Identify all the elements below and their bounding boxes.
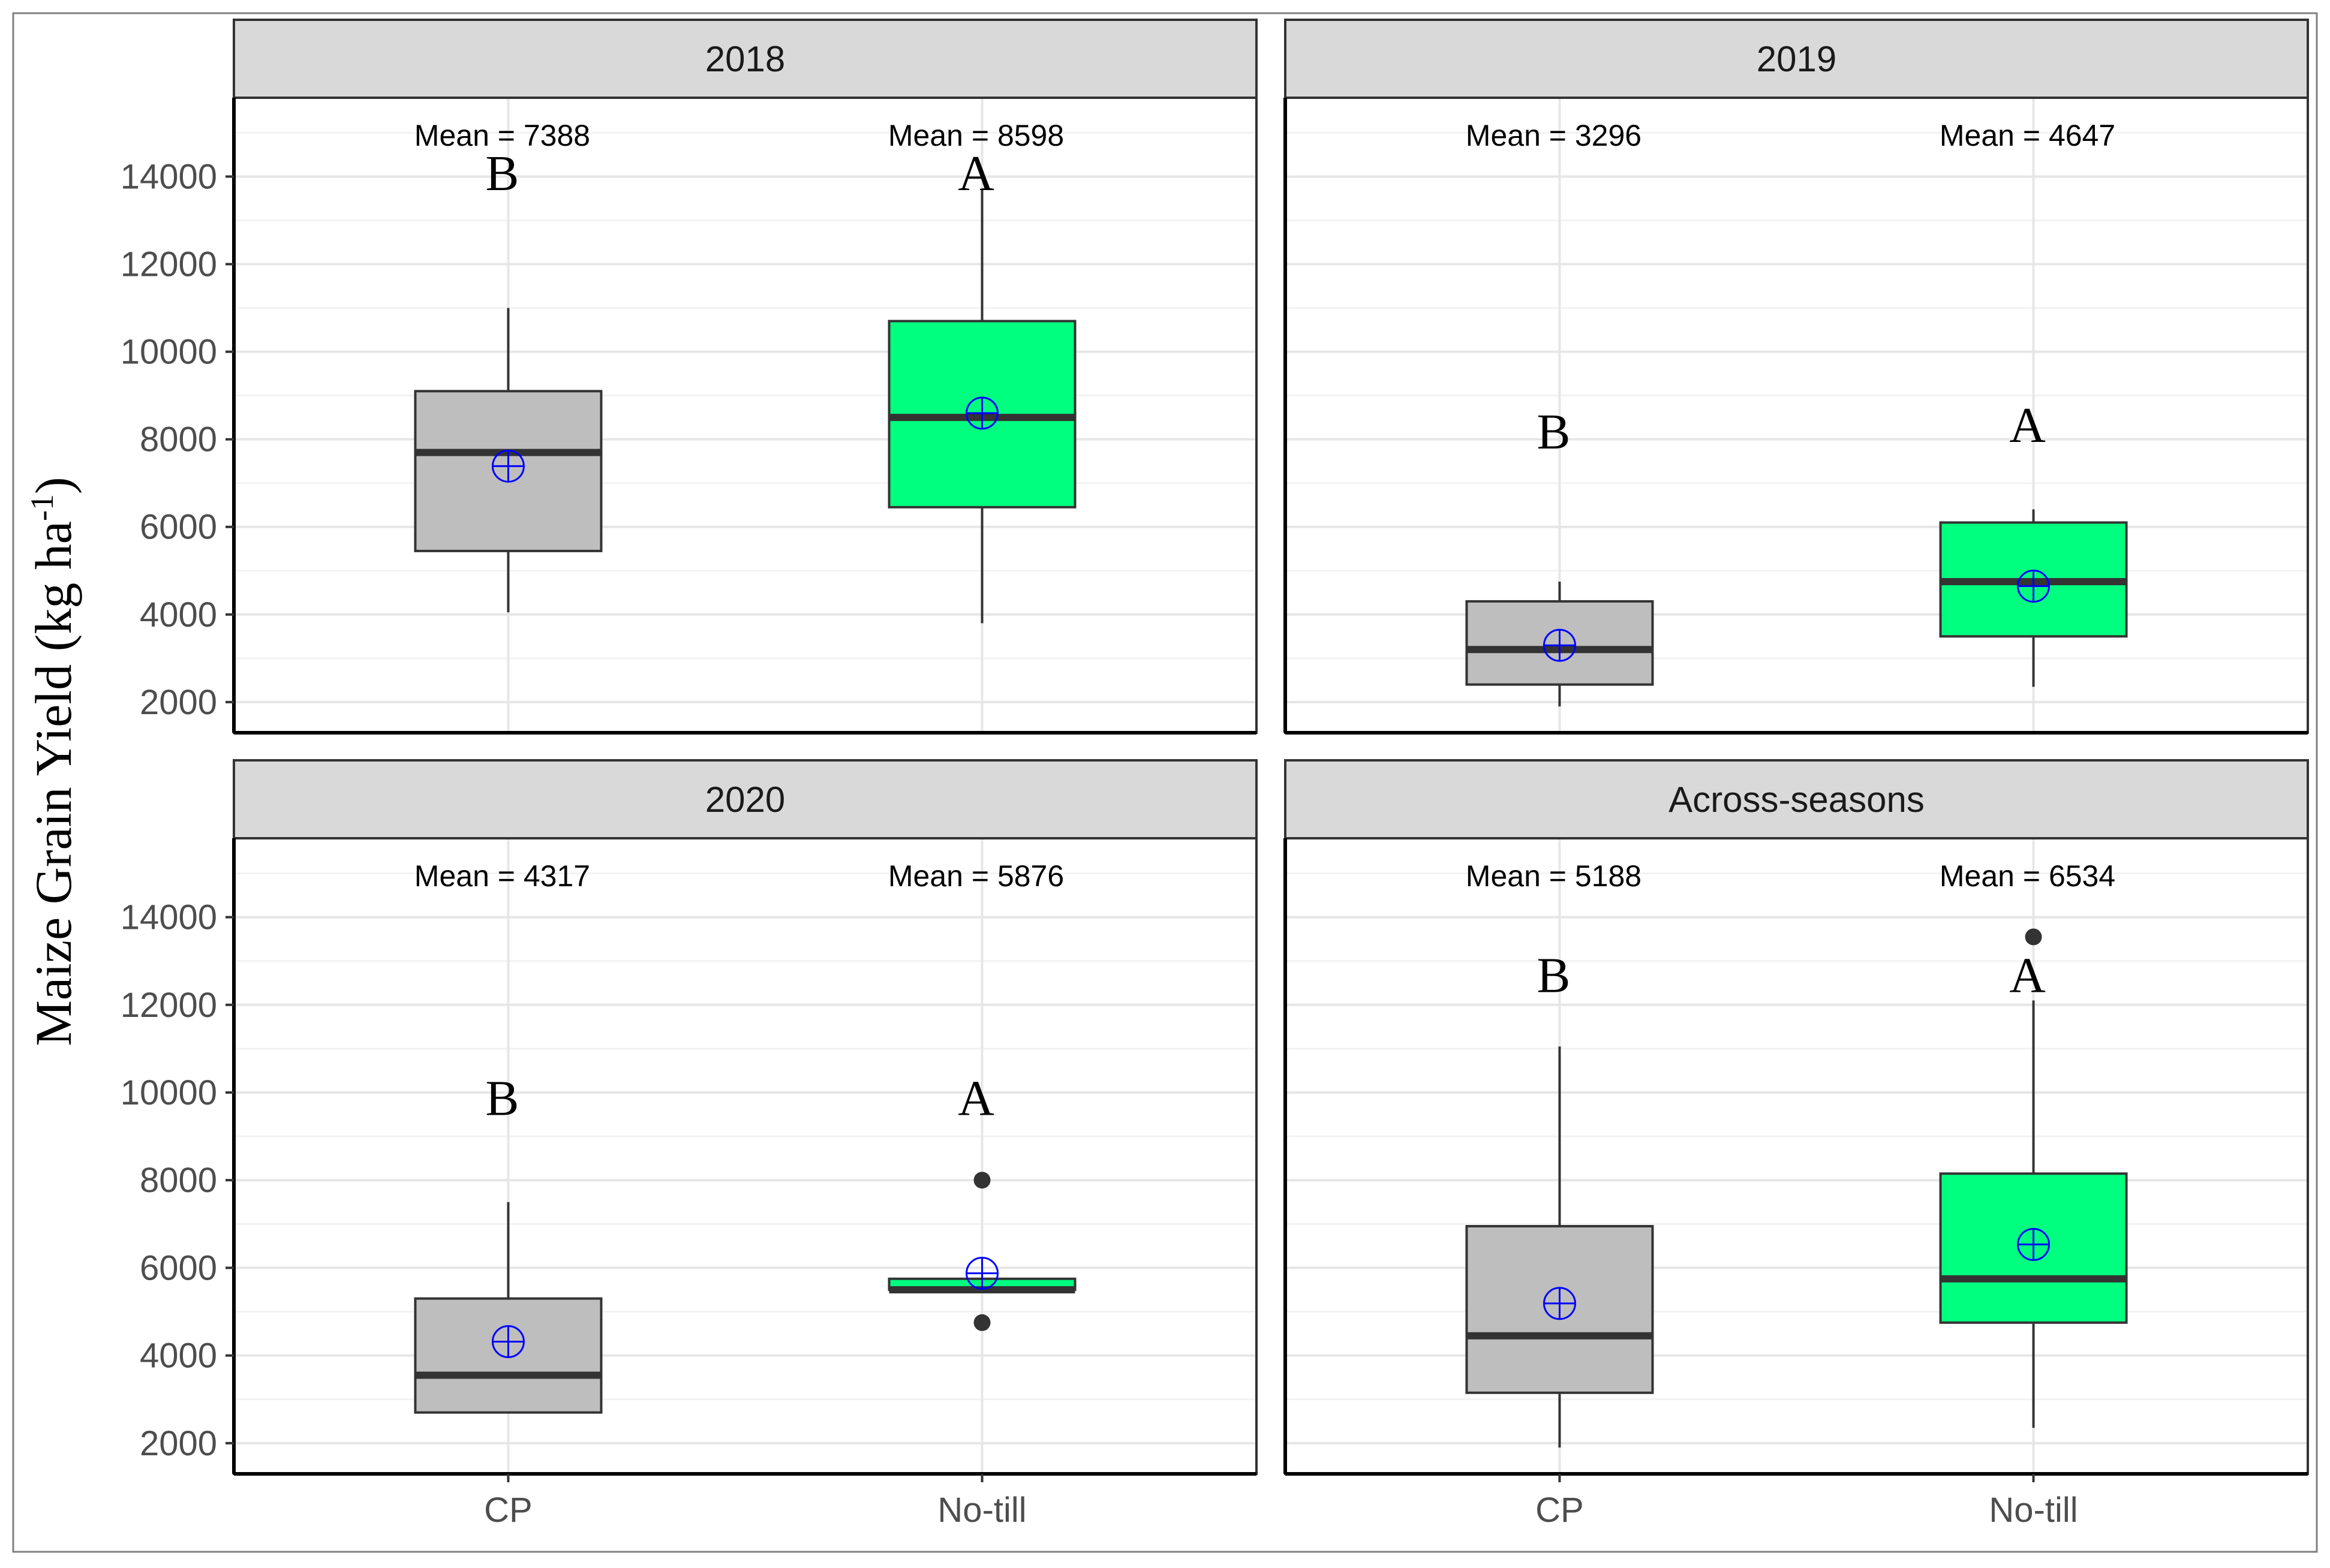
panel-background: [1285, 98, 2308, 733]
panel-background: [1285, 838, 2308, 1474]
y-tick-label: 2000: [140, 1424, 217, 1463]
y-tick-label: 4000: [140, 595, 217, 634]
panel-background: [234, 98, 1256, 733]
mean-label: Mean = 5188: [1466, 859, 1641, 893]
facet-title: 2018: [705, 39, 785, 79]
y-tick-label: 2000: [140, 683, 217, 722]
x-tick-label: No-till: [1989, 1491, 2078, 1530]
box-group: Mean = 4317 B: [414, 859, 603, 1414]
mean-label: Mean = 4317: [414, 859, 590, 893]
significance-letter: A: [2009, 948, 2046, 1004]
significance-letter: A: [958, 146, 994, 201]
significance-letter: B: [1537, 948, 1570, 1004]
x-tick-label: No-till: [937, 1491, 1026, 1530]
box-group: Mean = 6534 A: [1939, 859, 2128, 1428]
figure-border: [12, 12, 2318, 1553]
mean-label: Mean = 7388: [414, 119, 590, 152]
box-group: Mean = 3296 B: [1465, 119, 1654, 707]
x-tick-label: CP: [484, 1491, 533, 1530]
y-axis-title-superscript: -1: [24, 494, 60, 521]
y-tick-label: 6000: [140, 1248, 217, 1287]
significance-letter: B: [1537, 404, 1570, 460]
y-axis-title-main: Maize Grain Yield (kg ha: [25, 521, 82, 1046]
y-tick-label: 14000: [121, 157, 217, 196]
y-tick-label: 10000: [121, 1073, 217, 1112]
significance-letter: B: [485, 146, 519, 201]
outlier-point: [973, 1172, 991, 1189]
box-group: Mean = 5876 A: [888, 859, 1077, 1331]
significance-letter: A: [2009, 398, 2046, 453]
facet-strip: [1284, 19, 2309, 99]
facet-strip: [1284, 759, 2309, 839]
mean-label: Mean = 3296: [1466, 119, 1641, 152]
significance-letter: B: [485, 1070, 519, 1126]
y-axis-title: Maize Grain Yield (kg ha-1): [24, 477, 82, 1046]
mean-label: Mean = 4647: [1940, 119, 2115, 152]
facet-title: 2020: [705, 780, 785, 820]
y-tick-label: 12000: [121, 245, 217, 284]
facet-title: Across-seasons: [1668, 780, 1925, 820]
mean-label: Mean = 8598: [888, 119, 1064, 152]
y-axis-title-close: ): [25, 477, 82, 494]
panel: Across-seasons Mean = 5188 B Mean = 6534 A CP…: [1283, 759, 2309, 1530]
y-tick-label: 4000: [140, 1337, 217, 1376]
panel: 2020 Mean = 4317 B Mean = 5876 A 2000 4000 6000…: [121, 759, 1258, 1530]
box-group: Mean = 5188 B: [1465, 859, 1654, 1448]
y-tick-label: 12000: [121, 986, 217, 1025]
panel-background: [234, 838, 1256, 1474]
outlier-point: [973, 1314, 991, 1331]
box-group: Mean = 4647 A: [1939, 119, 2128, 687]
significance-letter: A: [958, 1070, 994, 1126]
y-tick-label: 8000: [140, 420, 217, 459]
facet-title: 2019: [1757, 39, 1836, 79]
facet-strip: [233, 759, 1258, 839]
y-tick-label: 6000: [140, 508, 217, 547]
outlier-point: [2025, 928, 2042, 946]
y-tick-label: 14000: [121, 898, 217, 937]
x-tick-label: CP: [1535, 1491, 1584, 1530]
y-tick-label: 8000: [140, 1161, 217, 1200]
panel: 2019 Mean = 3296 B Mean = 4647 A: [1283, 19, 2309, 735]
y-tick-label: 10000: [121, 333, 217, 372]
mean-label: Mean = 5876: [888, 859, 1064, 893]
mean-label: Mean = 6534: [1940, 859, 2115, 893]
